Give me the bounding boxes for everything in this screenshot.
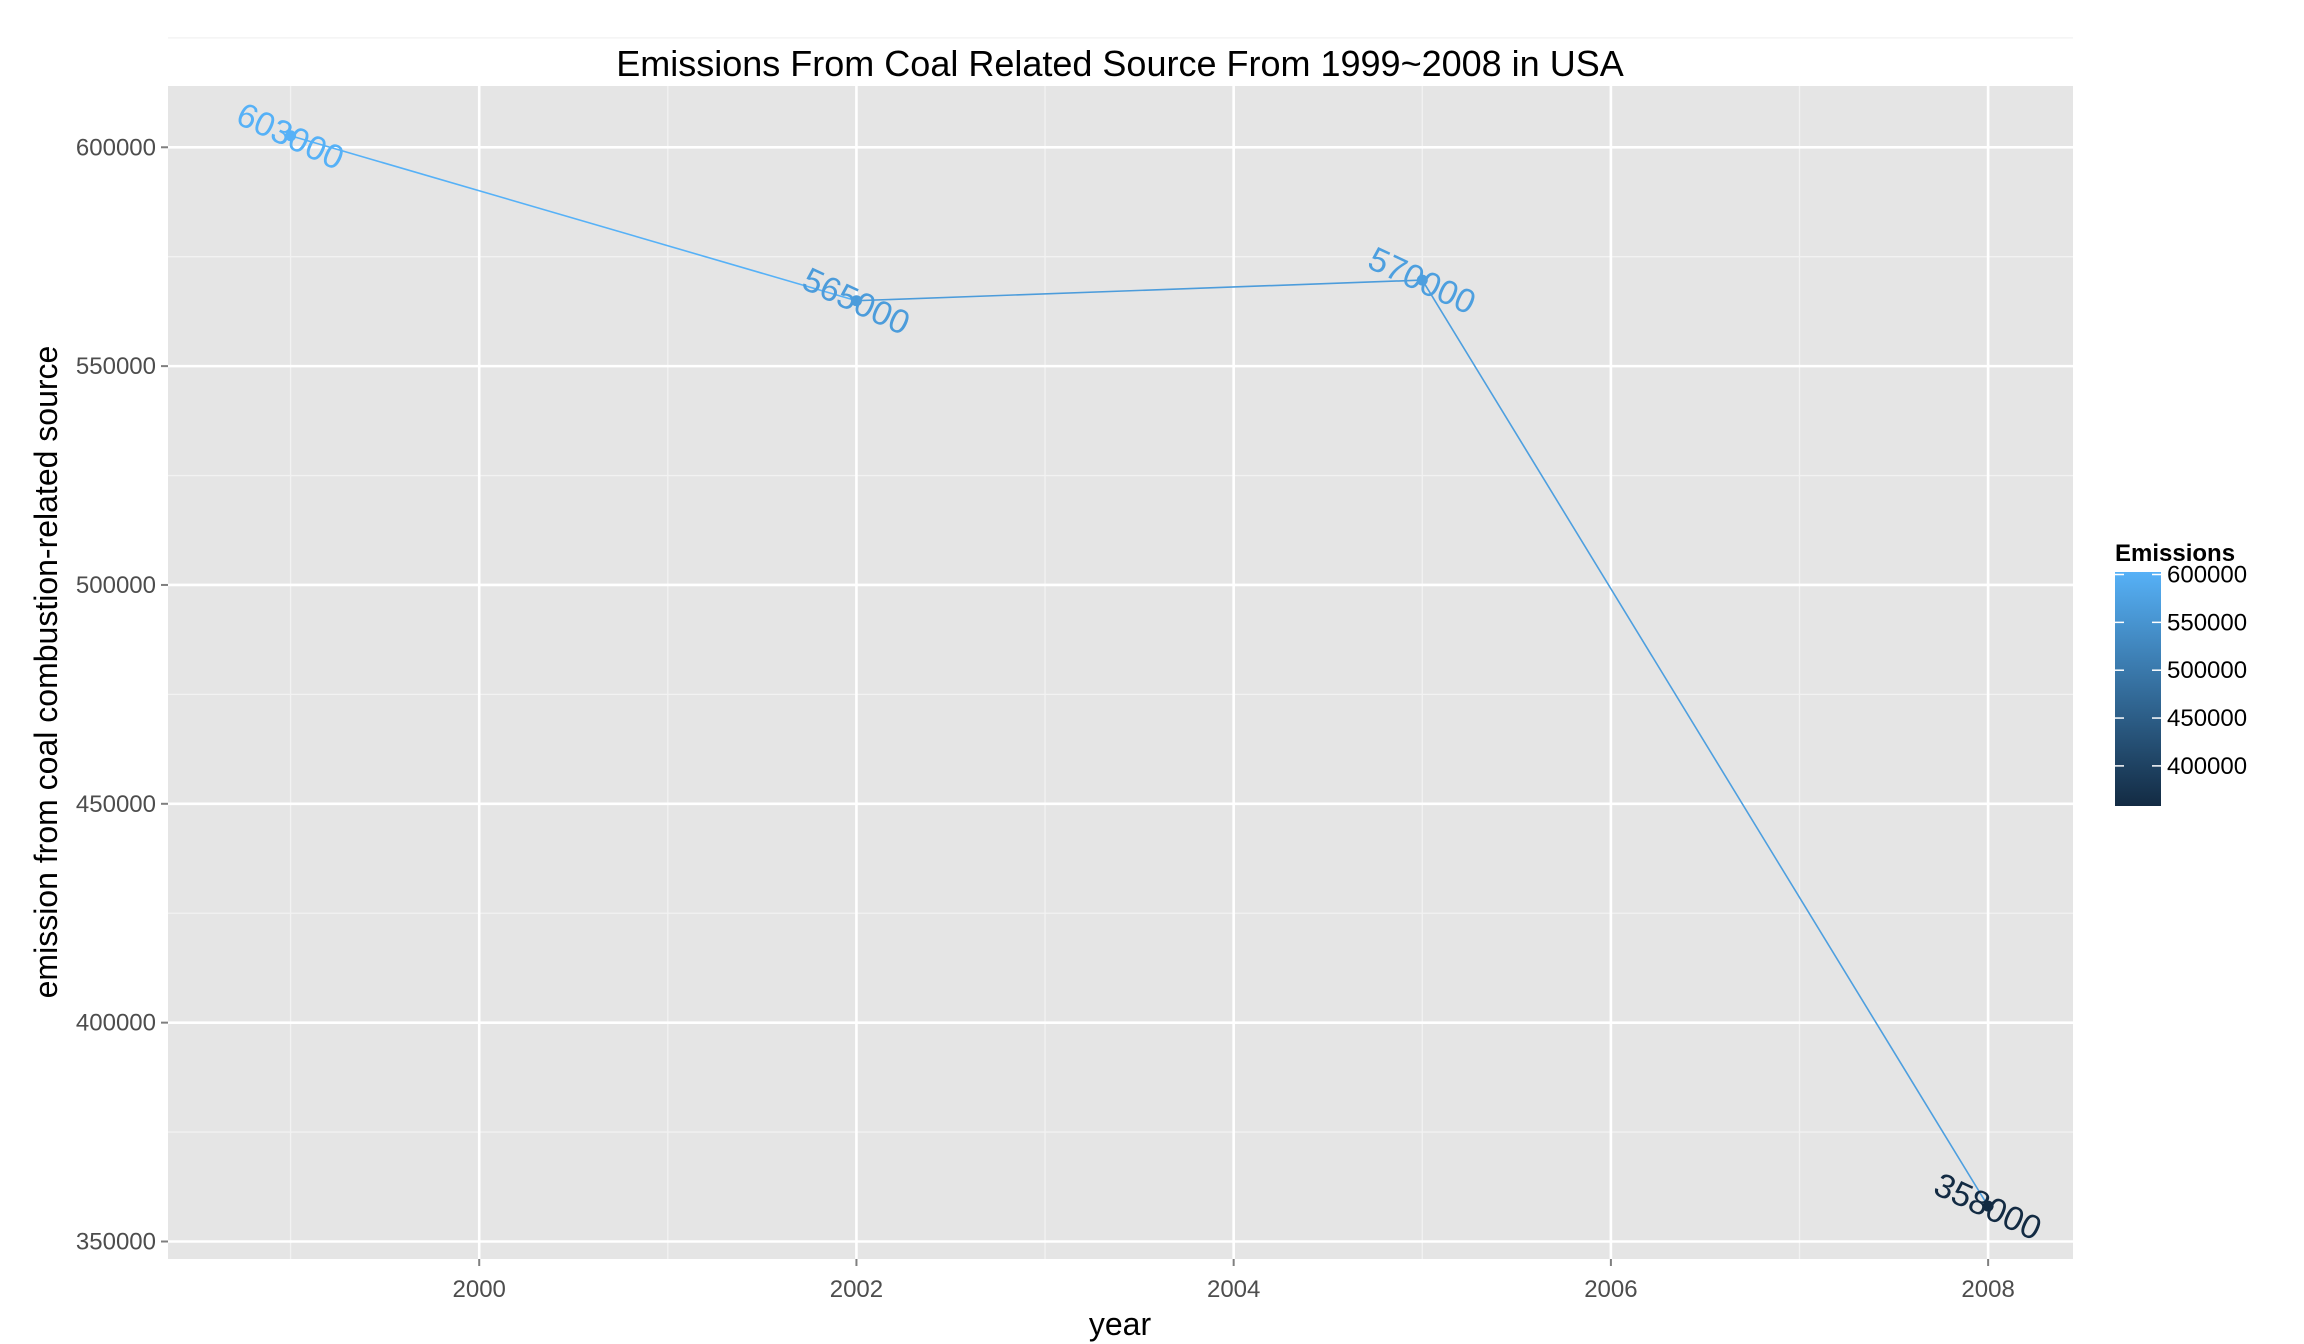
line-segment [1421,279,1989,1207]
legend-label: 550000 [2167,609,2247,636]
x-axis: 2000 2002 2004 2006 2008 [453,1259,2015,1303]
y-tick-label: 500000 [76,572,156,599]
emissions-line [290,135,1989,1207]
legend-ticks: 600000 550000 500000 450000 400000 [2115,562,2247,780]
x-tick-label: 2006 [1584,1276,1637,1303]
x-tick-label: 2000 [453,1276,506,1303]
y-tick-label: 600000 [76,134,156,161]
plot-panel [168,86,2073,1259]
y-tick-label: 550000 [76,353,156,380]
legend-label: 500000 [2167,657,2247,684]
x-axis-title: year [1089,1306,1152,1342]
chart-title: Emissions From Coal Related Source From … [616,43,1623,84]
major-gridlines [168,86,2073,1259]
legend-title: Emissions [2115,540,2235,567]
legend-label: 400000 [2167,753,2247,780]
legend-label: 600000 [2167,562,2247,589]
x-tick-label: 2008 [1961,1276,2014,1303]
legend-colorbar [2115,572,2161,806]
data-point [850,295,862,307]
data-points [285,130,1994,1212]
y-tick-label: 350000 [76,1228,156,1255]
line-segment [290,135,857,302]
line-segment [856,279,1423,302]
x-tick-label: 2004 [1207,1276,1260,1303]
legend-label: 450000 [2167,705,2247,732]
data-point [1416,274,1428,286]
data-point [1982,1200,1994,1212]
y-tick-label: 450000 [76,791,156,818]
x-tick-label: 2002 [830,1276,883,1303]
data-point [285,130,297,142]
y-axis-title: emission from coal combustion-related so… [28,346,64,999]
minor-gridlines [168,37,2073,1259]
legend: Emissions 600000 550000 500000 450000 400000 [2115,540,2247,806]
y-tick-label: 400000 [76,1010,156,1037]
y-axis: 350000 400000 450000 500000 550000 600000 [76,134,168,1255]
